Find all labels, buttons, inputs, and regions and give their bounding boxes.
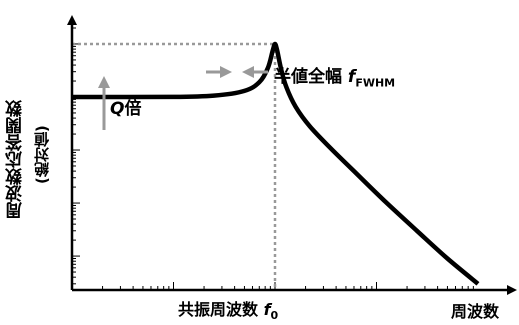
series-curve (71, 41, 480, 286)
fwhm-label: 半値全幅 fFWHM (274, 67, 396, 90)
y-axis-sublabel: (絶対値) (33, 125, 51, 185)
resonance-label: 共振周波数 f0 (178, 300, 279, 323)
axis-ticks (71, 27, 474, 290)
y-axis-label: 周波数応答関数 (6, 100, 26, 220)
x-axis-label: 周波数 (451, 302, 500, 321)
y-axis-label-group: 周波数応答関数 (絶対値) (2, 60, 62, 260)
guide-lines (72, 42, 277, 290)
q-factor-label: Q倍 (110, 99, 142, 119)
